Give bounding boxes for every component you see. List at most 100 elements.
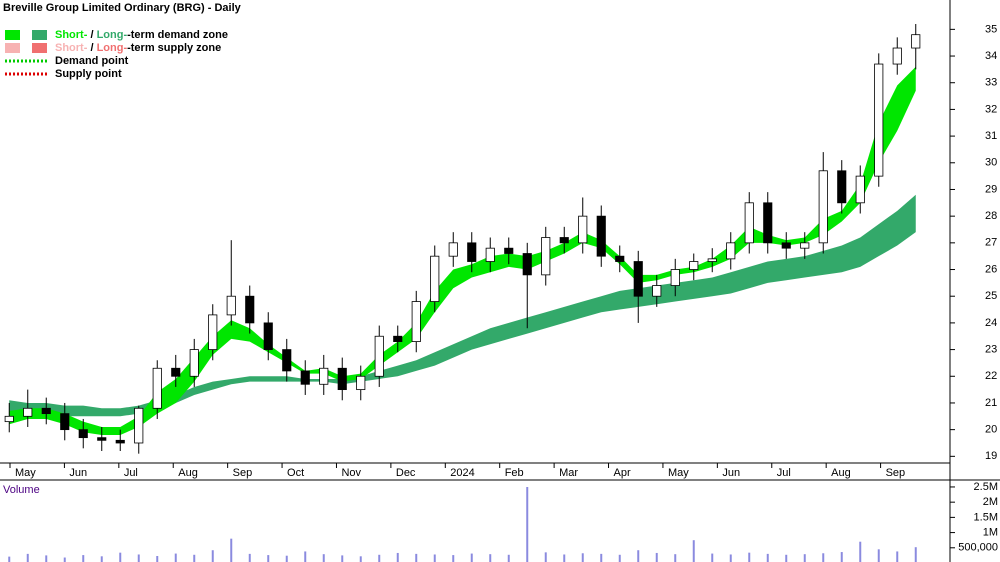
candle-body (892, 47, 902, 65)
candle-body (726, 242, 736, 260)
candle-body (226, 295, 236, 316)
legend-part: / (87, 29, 96, 41)
candle-body (4, 415, 14, 423)
legend-swatch (32, 30, 47, 40)
volume-tick-label: 1.5M (974, 511, 998, 523)
candle-body (282, 349, 292, 372)
y-tick-label: 28 (985, 210, 997, 222)
candle-body (800, 242, 810, 249)
legend-label: Supply point (55, 68, 122, 80)
y-tick-label: 29 (985, 183, 997, 195)
x-tick-label: Jun (722, 467, 740, 479)
candle-body (781, 242, 791, 249)
y-tick-label: 32 (985, 103, 997, 115)
x-tick-label: May (15, 467, 36, 479)
x-tick-label: Jul (124, 467, 138, 479)
candle-body (559, 237, 569, 244)
x-tick-label: Feb (505, 467, 524, 479)
legend-part: / (87, 42, 96, 54)
candle-body (855, 175, 865, 204)
candle-body (670, 269, 680, 286)
candle-body (578, 215, 588, 244)
candle-body (134, 407, 144, 444)
candle-body (171, 367, 181, 377)
candle-body (78, 429, 88, 439)
candle-body (263, 322, 273, 350)
candle-body (911, 34, 921, 49)
candle-body (411, 301, 421, 342)
legend-label: Demand point (55, 55, 129, 67)
candle-body (596, 215, 606, 257)
volume-tick-label: 2.5M (974, 481, 998, 493)
candle-body (189, 349, 199, 377)
volume-tick-label: 1M (983, 526, 998, 538)
y-tick-label: 25 (985, 290, 997, 302)
legend-part: -term demand zone (127, 29, 228, 41)
legend-part: Short- (55, 42, 88, 54)
candle-body (430, 255, 440, 302)
volume-tick-label: 2M (983, 496, 998, 508)
candle-body (356, 375, 366, 391)
candle-body (467, 242, 477, 262)
candle-body (707, 258, 717, 262)
candle-body (97, 437, 107, 441)
candle-body (448, 242, 458, 257)
legend-swatch (5, 30, 20, 40)
candle-body (115, 439, 125, 444)
legend-part: Long- (97, 42, 128, 54)
y-tick-label: 34 (985, 50, 997, 62)
x-tick-label: Jun (69, 467, 87, 479)
candle-body (763, 202, 773, 244)
y-tick-label: 30 (985, 157, 997, 169)
legend-part: -term supply zone (127, 42, 221, 54)
y-tick-label: 35 (985, 23, 997, 35)
chart-title: Breville Group Limited Ordinary (BRG) - … (3, 2, 242, 14)
y-tick-label: 21 (985, 397, 997, 409)
x-tick-label: May (668, 467, 689, 479)
legend-label: Short- / Long--term demand zone (55, 29, 228, 41)
volume-tick-label: 500,000 (958, 542, 998, 554)
y-tick-label: 26 (985, 263, 997, 275)
volume-label: Volume (3, 484, 40, 496)
candle-body (689, 261, 699, 270)
y-tick-label: 31 (985, 130, 997, 142)
candle-body (652, 285, 662, 297)
candle-body (522, 253, 532, 276)
candle-body (152, 367, 162, 409)
x-tick-label: Dec (396, 467, 416, 479)
x-tick-label: Oct (287, 467, 304, 479)
candle-body (874, 63, 884, 177)
x-tick-label: Mar (559, 467, 578, 479)
y-tick-label: 19 (985, 450, 997, 462)
x-tick-label: Nov (341, 467, 361, 479)
candle-body (393, 335, 403, 342)
legend-swatch (32, 43, 47, 53)
candle-body (485, 247, 495, 262)
candle-body (23, 407, 33, 417)
y-tick-label: 24 (985, 317, 997, 329)
legend-part: Short- (55, 29, 88, 41)
zone-band (9, 66, 916, 435)
y-tick-label: 22 (985, 370, 997, 382)
zone-band (9, 194, 916, 417)
candle-body (541, 237, 551, 276)
candle-body (504, 247, 514, 254)
y-tick-label: 23 (985, 343, 997, 355)
candle-body (245, 295, 255, 324)
candle-body (633, 261, 643, 297)
candle-body (744, 202, 754, 244)
candle-body (374, 335, 384, 377)
candle-body (319, 367, 329, 385)
x-tick-label: Apr (614, 467, 631, 479)
candle-body (837, 170, 847, 204)
candle-body (208, 314, 218, 350)
candle-body (60, 413, 70, 431)
candle-body (818, 170, 828, 244)
x-tick-label: 2024 (450, 467, 474, 479)
candle-body (300, 370, 310, 385)
x-tick-label: Aug (831, 467, 851, 479)
legend-label: Short- / Long--term supply zone (55, 42, 221, 54)
legend-part: Long- (97, 29, 128, 41)
candle-body (615, 255, 625, 262)
